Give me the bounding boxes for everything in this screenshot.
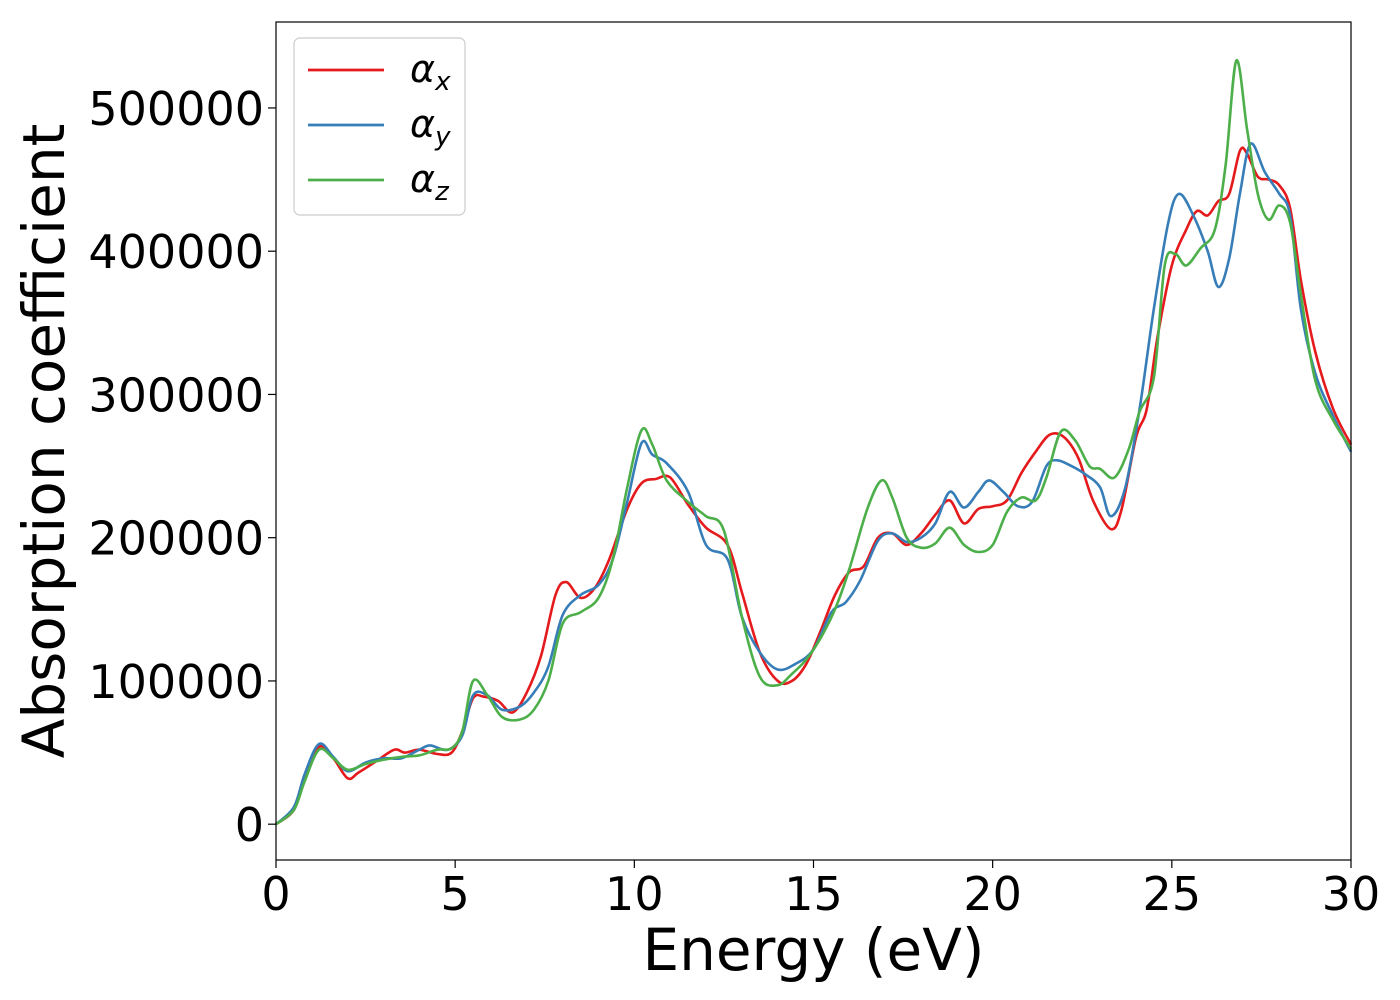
x-axis-ticks: 0 5 10 15 20 25 30 <box>261 860 1380 921</box>
x-axis-label: Energy (eV) <box>642 916 984 984</box>
y-tick-label: 100000 <box>88 655 264 709</box>
x-tick-label: 25 <box>1143 867 1202 921</box>
y-tick-label: 400000 <box>88 225 264 279</box>
x-tick-label: 10 <box>605 867 664 921</box>
y-tick-label: 200000 <box>88 512 264 566</box>
y-axis-label: Absorption coefficient <box>10 124 78 759</box>
x-tick-label: 30 <box>1322 867 1381 921</box>
series-line-z <box>275 59 1353 826</box>
y-tick-label: 300000 <box>88 368 264 422</box>
x-tick-label: 0 <box>261 867 290 921</box>
x-tick-label: 20 <box>963 867 1022 921</box>
x-tick-label: 5 <box>441 867 470 921</box>
y-axis-ticks: 0 100000 200000 300000 400000 500000 <box>88 82 276 852</box>
series-line-y <box>275 142 1353 826</box>
y-tick-label: 500000 <box>88 82 264 136</box>
x-tick-label: 15 <box>784 867 843 921</box>
legend-box <box>293 37 466 216</box>
series-line-x <box>275 146 1353 826</box>
y-tick-label: 0 <box>235 798 264 852</box>
series-layer <box>275 59 1353 826</box>
